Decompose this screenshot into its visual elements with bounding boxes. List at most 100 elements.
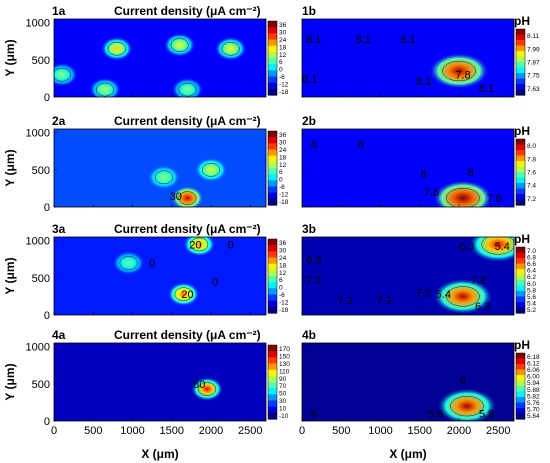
contour-label: 8 [311,139,317,151]
colorbar-segment [268,21,277,28]
contour-label: 5.6 [428,409,443,421]
colorbar-tick-label: 7.4 [527,183,536,190]
contour-line [174,287,193,302]
colorbar-segment [268,400,277,408]
y-tick-label: 0 [44,310,50,322]
contour-line [450,395,484,417]
colorbar-segment [268,412,277,420]
x-tick-label: 1500 [408,425,432,437]
contour-line [442,60,476,82]
colorbar-segment [268,257,277,265]
panel-3b: 6.3 5.46.37.2 7.27.2 7.27.2 5.46.33bpH7.06.8… [301,222,536,316]
y-tick-label: 500 [32,379,50,391]
colorbar-segment [516,386,525,393]
colorbar-segment [268,186,277,194]
colorbar-tick-label: 6 [279,169,283,176]
y-axis-label: Y (μm) [3,257,17,294]
colorbar-segment [516,274,525,281]
colorbar-tick-label: 30 [279,248,287,255]
colorbar-tick-label: 6 [279,277,283,284]
colorbar-segment [516,45,525,52]
contour-line [95,82,115,97]
colorbar-segment [516,258,525,265]
colorbar-segment [268,70,277,78]
colorbar-tick-label: 5.70 [527,407,540,414]
y-axis-label: Y (μm) [3,363,17,400]
colorbar-tick-label: 5.8 [527,287,536,294]
colorbar-segment [516,73,525,80]
colorbar-segment [516,413,525,420]
colorbar-tick-label: -12 [279,299,289,306]
panel-4a: 80 4a Current density (μA cm⁻²) 17015013011… [26,328,291,437]
colorbar-tick-label: -12 [279,191,289,198]
colorbar-segment [516,40,525,47]
colorbar-tick-label: 7.75 [527,73,540,80]
colorbar-segment [516,397,525,404]
colorbar-tick-label: 5.6 [527,294,536,301]
y-tick-label: 1000 [26,18,50,30]
x-tick-label: 2500 [486,425,510,437]
y-tick-label: 1000 [26,128,50,140]
heatmap-3a: 20 0 0 20 0 [54,237,266,315]
heatmap-2b: 8 8 8 8 7.6 7.6 [302,129,514,207]
contour-label: 5.4 [436,289,451,301]
colorbar-tick-label: 36 [279,132,287,139]
colorbar-tick-label: 10 [279,405,287,412]
colorbar-tick-label: 24 [279,147,287,154]
hotspot [112,251,145,275]
colorbar-tick-label: 110 [279,368,290,375]
colorbar-segment [268,198,277,206]
colorbar-segment [268,294,277,302]
colorbar-frame [515,138,526,206]
contour-label: 8.1 [479,83,494,95]
y-tick-label: 1000 [26,342,50,354]
contour-label: 8 [358,139,364,151]
hotspot [167,282,200,307]
y-tick-label: 0 [44,416,50,428]
colorbar: 8.0 7.8 7.6 7.4 7.2 [515,138,536,206]
colorbar-tick-label: 5.88 [527,387,540,394]
colorbar-tick-label: 18 [279,154,287,161]
colorbar-segment [516,194,525,201]
colorbar-segment [516,280,525,287]
contour-label: 5.4 [495,241,510,253]
colorbar-tick-label: 12 [279,162,287,169]
colorbar-segment [268,357,277,365]
colorbar-tick-label: 30 [279,140,287,147]
colorbar-tick-label: 6.12 [527,360,540,367]
panel-1b: 8.1 8.1 8.1 8.1 8.1 7.8 8.1 1b pH 8.11 7.99 7.87 7.7… [301,4,540,98]
panel-label: 4a [52,328,66,342]
colorbar-tick-label: 8.11 [527,33,540,40]
colorbar-segment [268,351,277,358]
colorbar-tick-label: 36 [279,22,287,29]
contour-line [446,286,480,307]
plot-frame [301,342,515,422]
colorbar-segment [268,345,277,352]
hotspot [432,180,493,207]
contour-label: 7.2 [338,295,353,307]
colorbar-tick-label: -18 [279,199,289,206]
y-tick-label: 0 [44,202,50,214]
colorbar-tick-label: 6.6 [527,261,536,268]
colorbar-segment [268,27,277,34]
plot-frame [53,342,267,422]
heatmap-background [54,343,266,421]
colorbar-tick-label: 6 [279,59,283,66]
panel-title: pH [514,338,530,352]
colorbar-tick-label: 24 [279,255,287,262]
contour-line [107,41,126,56]
colorbar-segment [516,252,525,259]
colorbar-segment [268,300,277,308]
contour-line [119,256,138,270]
colorbar-segment [268,263,277,271]
colorbar-segment [268,137,277,144]
colorbar-tick-label: -18 [279,307,289,314]
colorbar-segment [516,375,525,382]
y-tick-label: 1000 [26,236,50,248]
x-tick-label: 500 [84,425,102,437]
colorbar-frame [515,246,526,314]
heatmap-4b: 6 6 5.6 5.8 [302,343,514,421]
contour-line [178,82,197,97]
colorbar-segment [516,84,525,91]
